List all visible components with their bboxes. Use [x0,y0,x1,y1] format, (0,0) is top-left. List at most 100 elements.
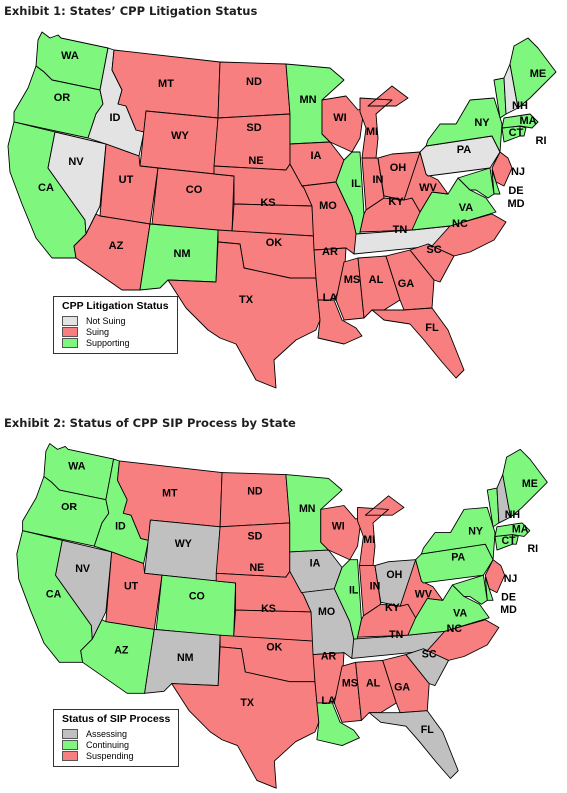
state-label-wv: WV [415,588,433,600]
state-label-va: VA [453,608,467,620]
exhibit-1: Exhibit 1: States’ CPP Litigation Status… [0,0,567,395]
state-ri [519,125,527,137]
legend-swatch [62,728,78,739]
state-label-mt: MT [162,488,178,500]
state-label-ar: AR [322,246,338,258]
state-label-nc: NC [447,623,463,635]
state-label-mi: MI [366,126,378,138]
state-label-ks: KS [260,197,275,209]
state-label-wi: WI [333,112,346,124]
state-label-il: IL [349,585,359,597]
state-ny [425,97,503,153]
state-la [317,299,363,345]
state-wv [403,151,449,213]
state-label-de: DE [508,185,523,197]
state-sc [409,243,455,283]
state-label-id: ID [115,521,126,533]
state-label-fl: FL [421,724,434,736]
state-label-me: ME [522,478,538,490]
state-label-ms: MS [342,677,358,689]
state-sc [405,648,449,686]
state-ms [335,257,365,321]
legend-item-not-suing: Not Suing [62,315,169,326]
state-label-md: MD [507,198,524,210]
state-label-ms: MS [344,274,361,286]
state-label-ia: IA [311,150,322,162]
state-label-ny: NY [474,117,490,129]
state-label-sc: SC [426,244,441,256]
state-label-ne: NE [249,562,264,574]
state-nj [491,151,513,187]
legend-title: Status of SIP Process [62,713,171,725]
state-label-ar: AR [321,650,337,662]
state-fl [368,710,459,779]
state-label-nj: NJ [504,573,518,585]
state-label-wv: WV [419,182,437,194]
state-ma [501,113,539,129]
exhibit-1-legend: CPP Litigation Status Not Suing Suing Su… [53,296,178,354]
state-label-fl: FL [425,322,439,334]
state-co [155,574,237,638]
state-label-la: LA [321,695,335,707]
legend-swatch [62,315,78,326]
state-nd [219,472,291,528]
legend-item-assessing: Assessing [62,728,170,739]
state-label-mt: MT [158,78,174,90]
state-label-nj: NJ [511,166,525,178]
state-label-nd: ND [247,486,263,498]
state-tx [167,241,321,389]
state-label-wa: WA [61,50,79,62]
state-label-ri: RI [536,135,547,147]
state-label-in: IN [370,581,381,593]
state-label-ma: MA [519,115,536,127]
exhibit-2-legend: Status of SIP Process Assessing Continui… [53,709,180,767]
state-label-ia: IA [310,557,321,569]
state-label-co: CO [189,590,205,602]
state-label-al: AL [369,274,384,286]
state-label-ky: KY [388,196,404,208]
state-label-nd: ND [246,76,262,88]
state-label-mn: MN [299,503,316,515]
state-label-me: ME [530,68,547,80]
state-label-ky: KY [385,602,400,614]
state-ia [289,549,343,594]
state-label-oh: OH [390,162,407,174]
state-ri [511,534,519,545]
legend-label: Assessing [86,728,128,739]
state-label-co: CO [186,184,203,196]
state-label-sc: SC [422,648,437,660]
state-label-tn: TN [393,224,408,236]
state-label-tn: TN [389,629,403,641]
state-label-nc: NC [452,218,468,230]
state-label-ny: NY [468,525,483,537]
state-label-il: IL [351,178,361,190]
state-label-mo: MO [319,200,337,212]
state-label-pa: PA [457,144,472,156]
exhibit-1-title: Exhibit 1: States’ CPP Litigation Status [4,4,258,18]
state-me [509,37,557,109]
state-label-ga: GA [398,278,415,290]
legend-title: CPP Litigation Status [62,300,169,312]
state-label-nv: NV [68,156,84,168]
state-label-ct: CT [509,127,524,139]
legend-item-continuing: Continuing [62,739,170,750]
state-wv [399,559,444,619]
state-de [491,169,501,195]
state-label-ut: UT [124,581,139,593]
state-label-ks: KS [261,603,276,615]
legend-label: Continuing [86,739,130,750]
state-label-az: AZ [109,240,124,252]
exhibit-1-map: WA OR CA NV ID MT WY UT CO AZ NM ND SD NE KS OK TX MN IA MO… [7,31,557,389]
legend-swatch [62,739,78,750]
legend-label: Suspending [86,750,134,761]
legend-swatch [62,337,78,348]
legend-label: Suing [86,326,110,337]
state-la [316,702,360,747]
state-label-id: ID [110,112,121,124]
state-label-ct: CT [501,535,516,547]
state-label-wa: WA [68,461,85,473]
state-label-in: IN [373,174,384,186]
state-label-ga: GA [394,681,410,693]
legend-swatch [62,750,78,761]
state-label-md: MD [500,604,517,616]
